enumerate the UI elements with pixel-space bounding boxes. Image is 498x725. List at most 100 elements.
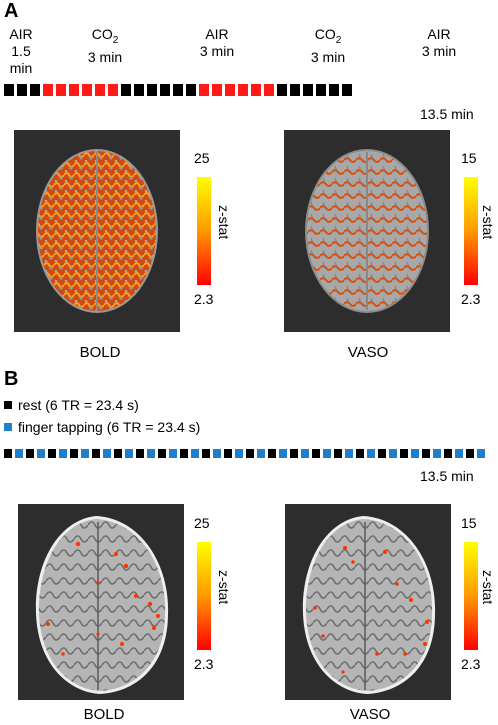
period-label-air-3: AIR 3 min: [414, 26, 464, 60]
paradigm-block: [81, 449, 89, 458]
paradigm-block: [186, 84, 196, 96]
paradigm-block: [59, 449, 67, 458]
paradigm-block: [134, 84, 144, 96]
paradigm-block: [173, 84, 183, 96]
colorbar-min-label: 2.3: [194, 291, 214, 307]
paradigm-block: [4, 449, 12, 458]
paradigm-block: [82, 84, 92, 96]
period-label-line2: 3 min: [87, 48, 123, 65]
paradigm-block: [169, 449, 177, 458]
paradigm-block: [103, 449, 111, 458]
paradigm-block: [400, 449, 408, 458]
paradigm-block: [329, 84, 339, 96]
period-label-line2: 3 min: [310, 48, 346, 65]
paradigm-block: [342, 84, 352, 96]
paradigm-block: [433, 449, 441, 458]
paradigm-block: [4, 84, 14, 96]
brain-caption-bold: BOLD: [79, 344, 121, 361]
paradigm-block: [235, 449, 243, 458]
paradigm-block: [212, 84, 222, 96]
colorbar-vaso-a: [464, 177, 478, 285]
brain-map-vaso-a: [284, 130, 450, 332]
paradigm-block: [334, 449, 342, 458]
colorbar-max-label: 25: [194, 515, 210, 531]
colorbar-max-label: 15: [461, 150, 477, 166]
paradigm-block: [378, 449, 386, 458]
paradigm-block: [367, 449, 375, 458]
paradigm-block: [264, 84, 274, 96]
period-label-line1: CO2: [91, 26, 119, 46]
paradigm-block: [257, 449, 265, 458]
colorbar-vaso-b: [464, 542, 478, 650]
paradigm-block: [316, 84, 326, 96]
paradigm-block: [389, 449, 397, 458]
paradigm-block: [160, 84, 170, 96]
paradigm-block: [444, 449, 452, 458]
legend-swatch-rest: [4, 401, 12, 409]
paradigm-block: [290, 84, 300, 96]
panel-a-letter: A: [4, 0, 19, 22]
paradigm-block: [191, 449, 199, 458]
period-label-air-2: AIR 3 min: [192, 26, 242, 60]
period-label-line1: AIR: [205, 26, 229, 42]
paradigm-block: [48, 449, 56, 458]
duration-label-b: 13.5 min: [420, 468, 474, 484]
paradigm-block: [147, 84, 157, 96]
paradigm-block: [17, 84, 27, 96]
paradigm-blocks-a: [4, 84, 352, 96]
paradigm-block: [251, 84, 261, 96]
paradigm-block: [26, 449, 34, 458]
duration-label-a: 13.5 min: [420, 106, 474, 122]
legend-swatch-tapping: [4, 423, 12, 431]
zstat-label: z-stat: [216, 205, 232, 240]
period-label-line1: AIR: [427, 26, 451, 42]
paradigm-block: [356, 449, 364, 458]
period-label-air-1: AIR 1.5 min: [0, 26, 42, 77]
paradigm-block: [345, 449, 353, 458]
brain-map-vaso-b: [285, 504, 451, 700]
paradigm-block: [290, 449, 298, 458]
zstat-label: z-stat: [480, 205, 496, 240]
paradigm-block: [411, 449, 419, 458]
colorbar-bold-b: [197, 542, 211, 650]
period-label-co2-2: CO2 3 min: [303, 26, 353, 66]
colorbar-min-label: 2.3: [461, 656, 481, 672]
brain-caption-bold-b: BOLD: [83, 706, 125, 723]
paradigm-block: [225, 84, 235, 96]
colorbar-min-label: 2.3: [461, 291, 481, 307]
paradigm-block: [56, 84, 66, 96]
brain-caption-vaso: VASO: [347, 344, 389, 361]
paradigm-block: [199, 84, 209, 96]
paradigm-block: [69, 84, 79, 96]
paradigm-block: [238, 84, 248, 96]
brain-map-bold-b: [18, 504, 184, 700]
colorbar-min-label: 2.3: [194, 656, 214, 672]
brain-map-bold-a: [14, 130, 180, 332]
brain-bold-svg: [36, 149, 158, 313]
panel-b-letter: B: [4, 368, 19, 390]
brain-caption-vaso-b: VASO: [349, 706, 391, 723]
period-label-line2: 3 min: [199, 43, 235, 59]
paradigm-block: [246, 449, 254, 458]
paradigm-block: [147, 449, 155, 458]
paradigm-block: [277, 84, 287, 96]
paradigm-block: [301, 449, 309, 458]
paradigm-block: [303, 84, 313, 96]
paradigm-block: [70, 449, 78, 458]
paradigm-block: [37, 449, 45, 458]
paradigm-block: [180, 449, 188, 458]
paradigm-block: [422, 449, 430, 458]
paradigm-block: [202, 449, 210, 458]
legend-text-rest: rest (6 TR = 23.4 s): [18, 397, 139, 413]
legend-tapping: finger tapping (6 TR = 23.4 s): [4, 419, 200, 435]
brain-vaso-svg: [305, 149, 429, 313]
legend-text-tapping: finger tapping (6 TR = 23.4 s): [18, 419, 201, 435]
paradigm-block: [279, 449, 287, 458]
colorbar-max-label: 15: [461, 515, 477, 531]
paradigm-block: [224, 449, 232, 458]
paradigm-blocks-b: [4, 449, 485, 458]
zstat-label: z-stat: [216, 570, 232, 605]
paradigm-block: [323, 449, 331, 458]
period-label-line2: 3 min: [421, 43, 457, 59]
brain-bold-b-svg: [35, 516, 169, 694]
